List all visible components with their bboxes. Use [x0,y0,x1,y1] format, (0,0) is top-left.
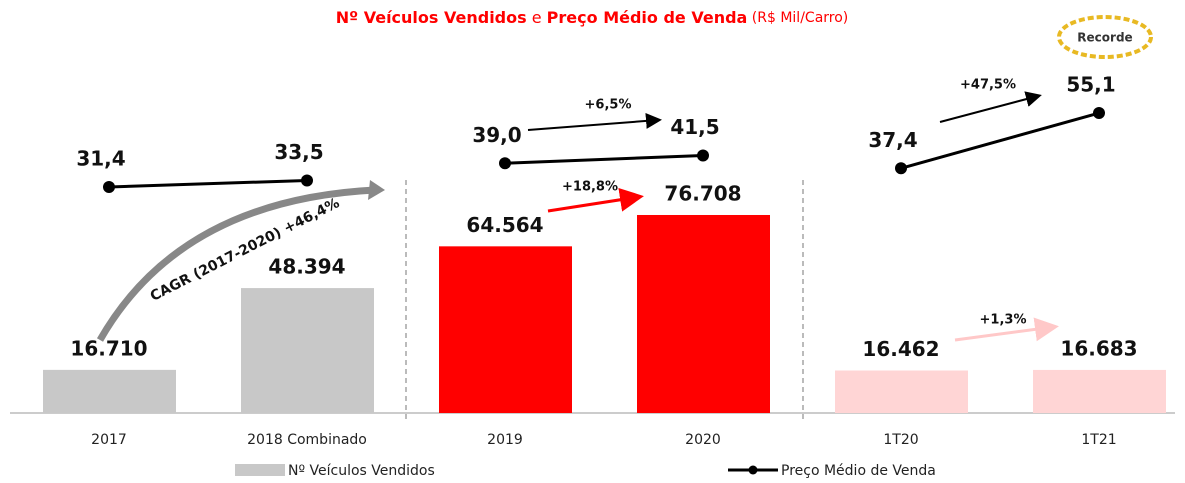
price-point [499,157,511,170]
growth-arrow [527,112,662,131]
bar [241,288,374,413]
growth-arrow [954,317,1059,342]
bar [1033,369,1166,413]
bar-value-label: 16.683 [1060,336,1137,360]
growth-arrow [939,91,1042,123]
line-value-label: 33,5 [274,140,323,164]
recorde-badge [1057,15,1153,59]
annotation: +47,5% [960,78,1016,93]
annotation: Recorde [1077,31,1132,45]
price-point [895,162,907,175]
price-point [301,174,313,187]
line-value-label: 31,4 [76,147,125,171]
line-value-label: 37,4 [868,128,917,152]
price-point [697,149,709,162]
x-tick-label: 2018 Combinado [247,432,367,448]
title-part: Preço Médio de Venda [547,8,748,27]
title-part: e [527,8,547,27]
growth-arrow [547,187,644,213]
cagr-arrow-head [368,180,385,200]
legend-label: Preço Médio de Venda [781,463,936,479]
cagr-arrow [96,186,376,342]
price-point [1093,107,1105,120]
bar [439,246,572,413]
line-value-label: 39,0 [472,123,521,147]
x-tick-label: 2019 [487,432,523,448]
x-tick-label: 1T21 [1081,432,1116,448]
price-line [900,111,1100,170]
x-tick-label: 2020 [685,432,721,448]
bar [637,214,770,413]
price-line [504,153,704,165]
bar-value-label: 64.564 [466,213,543,237]
title-part: (R$ Mil/Carro) [747,10,848,26]
annotation: +18,8% [562,180,618,195]
bar-value-label: 16.710 [70,336,147,360]
legend-swatch [235,464,285,476]
chart-title: Nº Veículos Vendidos e Preço Médio de Ve… [336,8,849,27]
annotation: +6,5% [585,98,632,113]
bar [835,370,968,413]
x-tick-label: 2017 [91,432,127,448]
x-tick-label: 1T20 [883,432,918,448]
legend-swatch [748,465,758,475]
bar [43,369,176,413]
annotation: +1,3% [980,313,1027,328]
title-part: Nº Veículos Vendidos [336,8,527,27]
price-point [103,181,115,194]
bar-value-label: 16.462 [862,337,939,361]
line-value-label: 41,5 [670,115,719,139]
bar-value-label: 76.708 [664,181,741,205]
line-value-label: 55,1 [1066,73,1115,97]
price-line [108,178,308,189]
legend-label: Nº Veículos Vendidos [288,463,435,479]
bar-value-label: 48.394 [268,255,345,279]
